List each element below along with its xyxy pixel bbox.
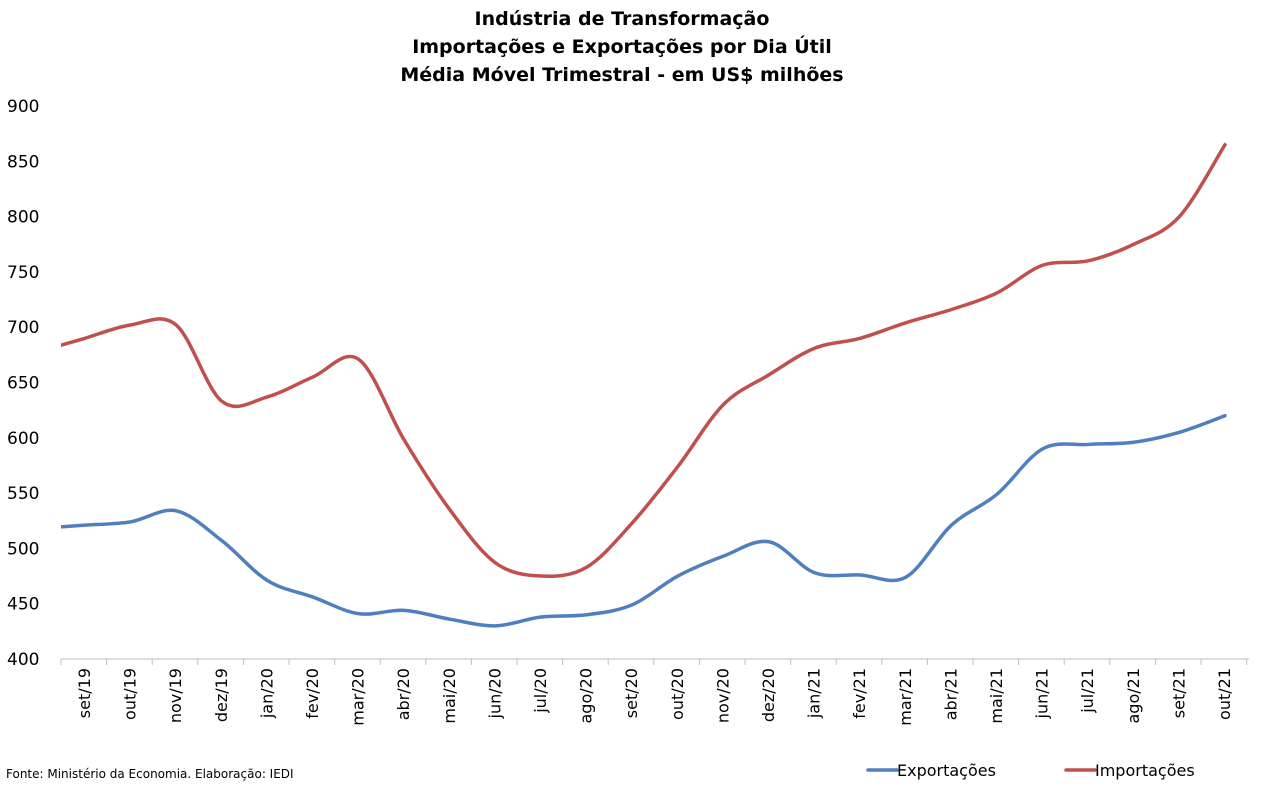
y-tick-label: 650 [7,374,39,394]
legend: Exportações Importações [866,761,1195,780]
x-tick-label: dez/20 [759,668,778,722]
series-lines [61,142,1227,628]
y-tick-label: 500 [7,539,39,559]
y-tick-label: 750 [7,263,39,283]
y-tick-label: 850 [7,152,39,172]
x-tick-label: dez/19 [212,668,231,722]
series-line-1 [61,413,1227,628]
x-tick-label: ago/20 [577,668,596,724]
x-tick-label: abr/20 [394,668,413,720]
chart-title: Indústria de Transformação Importações e… [400,8,843,86]
legend-label-1: Exportações [897,761,996,780]
x-axis-tick-labels: set/19 out/19 nov/19 dez/19 jan/20 fev/20 mar/… [75,668,1234,726]
x-axis [60,658,1249,665]
y-tick-label: 700 [7,318,39,338]
y-axis-tick-labels: 400 450 500 550 600 650 700 750 800 850 900 [7,97,39,670]
x-tick-label: set/19 [75,668,94,718]
x-tick-label: jul/21 [1078,668,1097,714]
x-tick-label: set/21 [1169,668,1188,718]
chart-title-line-3: Média Móvel Trimestral - em US$ milhões [400,64,843,86]
x-tick-label: mar/21 [896,668,915,726]
x-tick-label: out/21 [1215,668,1234,720]
y-tick-label: 900 [7,97,39,117]
x-tick-label: ago/21 [1124,668,1143,724]
chart-title-line-1: Indústria de Transformação [475,8,770,30]
chart-title-line-2: Importações e Exportações por Dia Útil [412,34,832,58]
legend-label-2: Importações [1095,761,1195,780]
x-tick-label: nov/20 [713,668,732,723]
y-tick-label: 550 [7,484,39,504]
y-tick-label: 800 [7,208,39,228]
x-tick-label: jun/20 [485,668,504,719]
y-tick-label: 400 [7,650,39,670]
source-note: Fonte: Ministério da Economia. Elaboraçã… [6,767,294,781]
x-tick-label: jun/21 [1033,668,1052,719]
x-tick-label: set/20 [622,668,641,718]
series-line-2 [61,142,1227,578]
x-tick-label: mar/20 [349,668,368,726]
x-tick-label: out/19 [121,668,140,720]
x-tick-label: abr/21 [941,668,960,720]
y-tick-label: 600 [7,429,39,449]
x-tick-label: jan/20 [257,668,276,719]
x-tick-label: mai/20 [440,668,459,724]
x-tick-label: out/20 [668,668,687,720]
x-tick-label: jan/21 [805,668,824,719]
x-tick-label: fev/21 [850,668,869,719]
x-tick-label: mai/21 [987,668,1006,724]
x-tick-label: fev/20 [303,668,322,719]
y-tick-label: 450 [7,595,39,615]
x-tick-label: nov/19 [166,668,185,723]
x-tick-label: jul/20 [531,668,550,714]
